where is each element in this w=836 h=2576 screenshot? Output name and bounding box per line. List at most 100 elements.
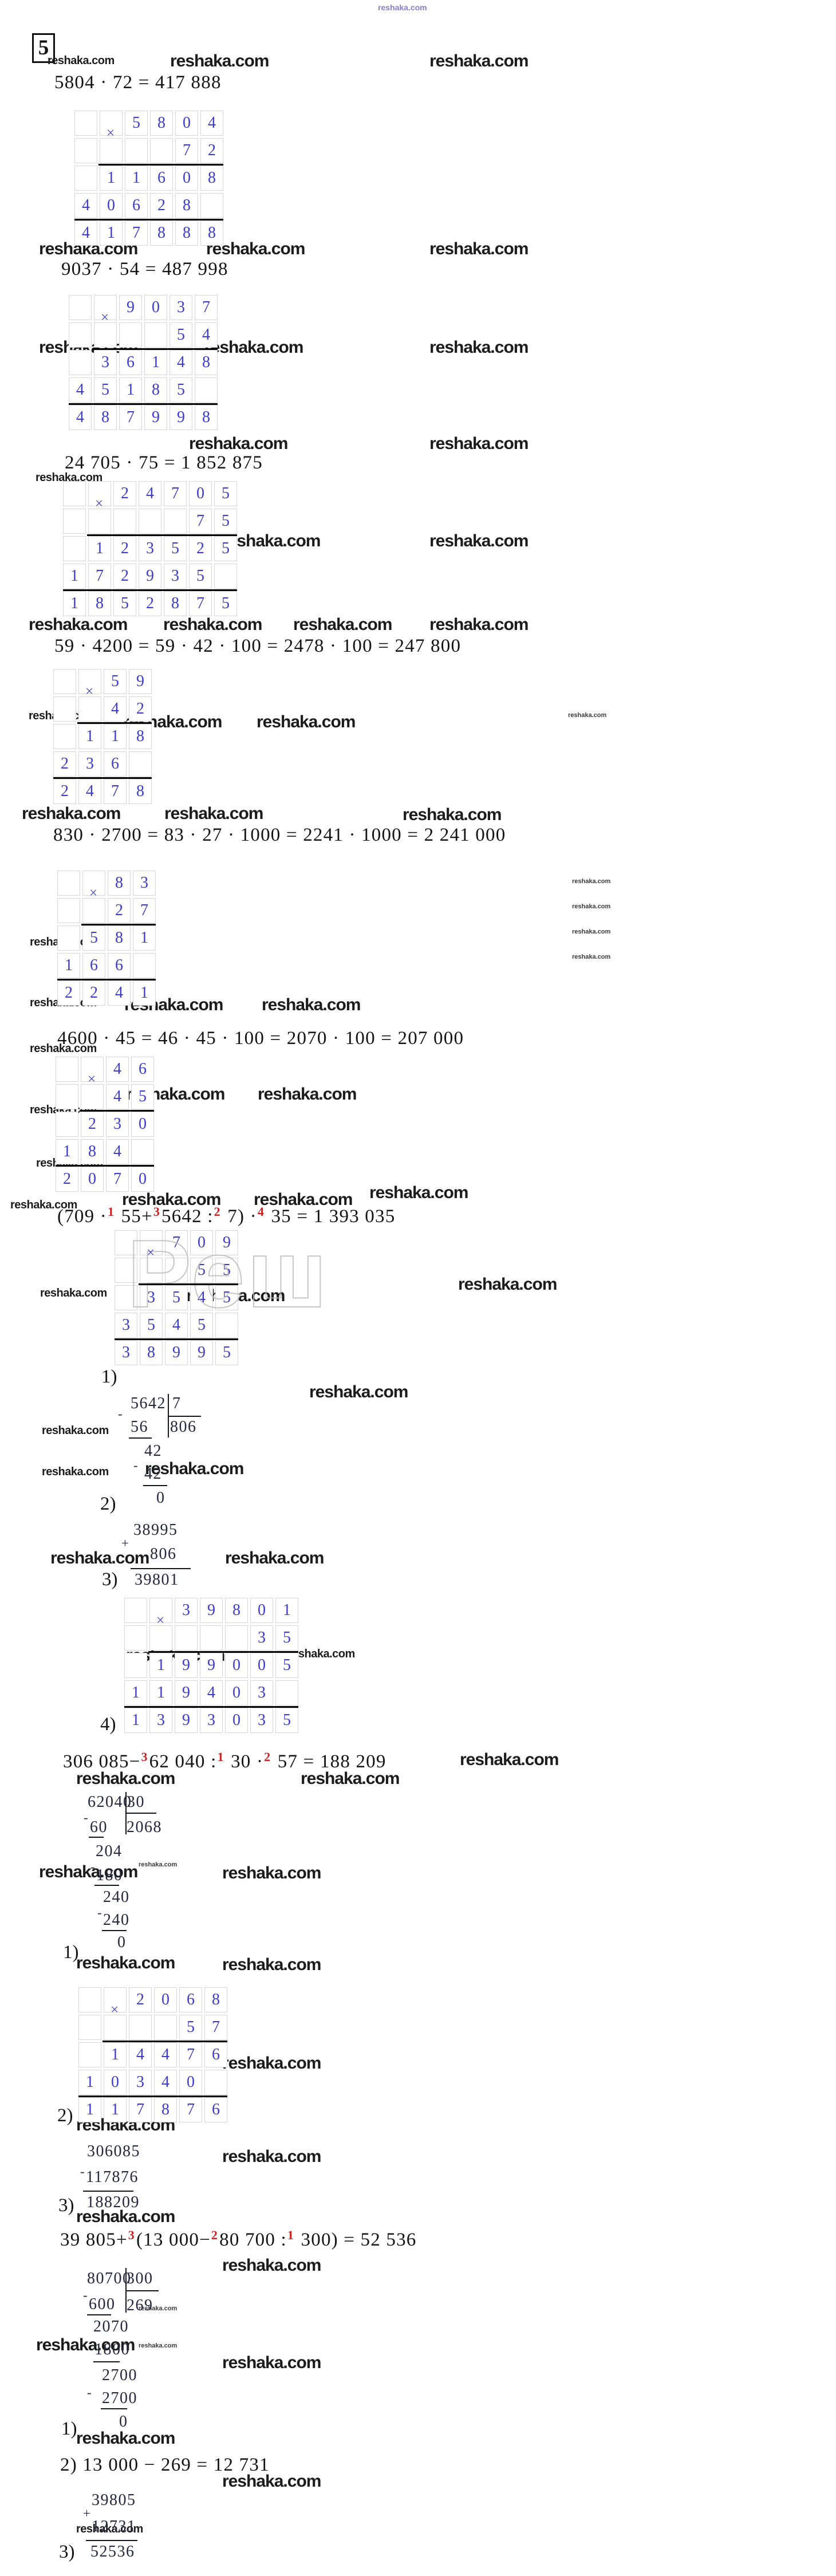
grid-cell <box>140 1258 163 1283</box>
grid-cell: 8 <box>195 350 218 375</box>
operator-sign: - <box>80 2164 85 2179</box>
watermark-reshaka: reshaka.com <box>429 531 529 550</box>
watermark-reshaka: reshaka.com <box>139 2305 178 2312</box>
grid-cell: 2 <box>129 696 152 722</box>
grid-cell <box>100 138 123 163</box>
operation-order-index: 1 <box>107 1204 115 1219</box>
grid-cell: 1 <box>125 166 148 191</box>
grid-cell <box>56 1057 78 1082</box>
grid-cell: 5 <box>215 1258 238 1283</box>
equation-line: 4600 · 45 = 46 · 45 · 100 = 2070 · 100 =… <box>57 1028 464 1049</box>
watermark-reshaka: reshaka.com <box>222 2256 321 2275</box>
equation-text: 55+ <box>116 1206 153 1227</box>
grid-cell <box>115 1258 137 1283</box>
work-number: 2700 <box>102 2389 137 2407</box>
grid-cell: 7 <box>195 295 218 320</box>
grid-cell: 1 <box>63 591 86 616</box>
grid-cell <box>74 138 97 163</box>
result-underline <box>78 2096 227 2097</box>
grid-cell: 0 <box>179 2070 202 2095</box>
outline-watermark: Реш <box>127 1219 330 1328</box>
work-underline <box>86 2540 137 2541</box>
operation-order-index: 2 <box>264 1750 271 1764</box>
grid-cell: 8 <box>200 166 223 191</box>
grid-cell: 9 <box>175 1653 198 1678</box>
grid-cell: 9 <box>129 669 152 694</box>
grid-cell <box>74 166 97 191</box>
grid-cell <box>133 953 156 978</box>
grid-cell <box>78 1987 101 2012</box>
watermark-reshaka: reshaka.com <box>36 2335 135 2354</box>
work-underline <box>143 1485 167 1486</box>
grid-cell: 5 <box>275 1625 298 1651</box>
work-number: 1800 <box>94 2341 130 2358</box>
grid-cell: 9 <box>169 405 192 430</box>
grid-cell: 6 <box>179 1987 202 2012</box>
multiplier-underline <box>77 722 152 724</box>
watermark-reshaka: reshaka.com <box>262 995 361 1014</box>
grid-cell: 9 <box>144 405 167 430</box>
work-number: 5642 <box>131 1395 166 1412</box>
grid-cell: 2 <box>139 591 161 616</box>
operator-sign: - <box>97 1905 102 1920</box>
operation-order-index: 1 <box>217 1750 224 1764</box>
grid-cell <box>69 350 92 375</box>
grid-cell <box>149 1625 172 1651</box>
grid-cell: 2 <box>82 980 105 1006</box>
watermark-reshaka: reshaka.com <box>309 1382 408 1401</box>
work-number: 2068 <box>127 1818 162 1836</box>
grid-cell: 3 <box>140 1285 163 1310</box>
work-number: 7 <box>172 1395 182 1412</box>
equation-line: 2) 13 000 − 269 = 12 731 <box>60 2455 270 2476</box>
watermark-reshaka: reshaka.com <box>170 52 269 70</box>
grid-cell: 1 <box>119 377 142 403</box>
multiplier-underline <box>139 1283 238 1285</box>
grid-cell: 3 <box>78 751 101 777</box>
grid-cell: 7 <box>189 509 212 534</box>
multiply-icon: × <box>89 885 98 901</box>
grid-cell: 6 <box>204 2097 227 2122</box>
grid-cell: 1 <box>100 220 123 246</box>
equation-text: 5804 · 72 = 417 888 <box>54 72 222 93</box>
work-number: 42 <box>144 1465 162 1483</box>
equation-text: 24 705 · 75 = 1 852 875 <box>65 452 263 473</box>
grid-cell <box>195 377 218 403</box>
grid-cell <box>139 509 161 534</box>
operation-order-index: 4 <box>257 1204 265 1219</box>
grid-cell <box>53 669 76 694</box>
grid-cell: 3 <box>164 564 187 589</box>
grid-cell: 9 <box>190 1340 213 1365</box>
watermark-reshaka: reshaka.com <box>429 338 529 357</box>
work-number: 12731 <box>92 2518 136 2535</box>
grid-cell <box>119 322 142 348</box>
grid-cell: 2 <box>113 564 136 589</box>
step-label: 2) <box>57 2105 73 2126</box>
grid-cell: 1 <box>88 536 111 561</box>
grid-cell: 1 <box>56 1139 78 1164</box>
grid-cell: 2 <box>129 1987 152 2012</box>
watermark-reshaka: reshaka.com <box>572 878 611 885</box>
grid-cell: 6 <box>204 2042 227 2067</box>
watermark-reshaka: reshaka.com <box>48 54 115 67</box>
multiplication-grid: 4 6 4 5 2 3 0 1 8 4 2 0 7 0 × <box>56 1057 154 1192</box>
grid-cell: 6 <box>108 953 131 978</box>
grid-cell: 0 <box>190 1230 213 1255</box>
watermark-reshaka: reshaka.com <box>42 1424 109 1437</box>
equation-text: 80 700 : <box>219 2230 287 2250</box>
step-label: 3) <box>59 2542 75 2562</box>
step-label: 4) <box>100 1714 116 1735</box>
grid-cell: 2 <box>113 481 136 506</box>
multiplication-grid: 2 0 6 8 5 7 1 4 4 7 6 1 0 3 4 0 1 1 7 8 7 6 × <box>78 1987 227 2122</box>
grid-cell: 2 <box>57 980 80 1006</box>
equation-text: 306 085− <box>63 1751 141 1772</box>
grid-cell: 8 <box>200 220 223 246</box>
grid-cell <box>69 322 92 348</box>
equation-text: 2) 13 000 − 269 = 12 731 <box>60 2455 270 2475</box>
grid-cell: 5 <box>190 1313 213 1338</box>
watermark-reshaka: reshaka.com <box>568 712 607 719</box>
step-label: 3) <box>58 2195 74 2216</box>
watermark-reshaka: reshaka.com <box>204 338 303 357</box>
watermark-reshaka: reshaka.com <box>122 1190 221 1209</box>
watermark-reshaka: reshaka.com <box>10 1199 77 1211</box>
work-underline <box>131 1568 191 1569</box>
